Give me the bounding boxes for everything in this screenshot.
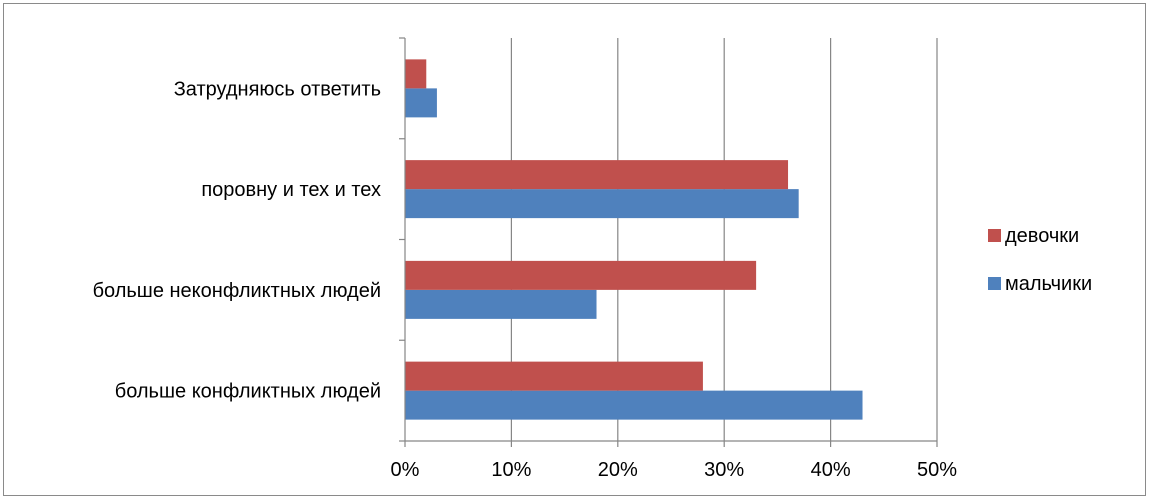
bar-girls: [405, 59, 427, 89]
legend: девочки мальчики: [988, 225, 1092, 295]
x-tick-label: 0%: [391, 459, 420, 481]
x-tick-label: 50%: [917, 459, 957, 481]
bar-boys: [405, 289, 597, 319]
bar-girls: [405, 160, 789, 190]
x-tick-label: 10%: [491, 459, 531, 481]
bar-boys: [405, 189, 799, 219]
category-label: больше конфликтных людей: [115, 381, 381, 403]
legend-swatch: [988, 229, 1001, 242]
legend-label: девочки: [1005, 225, 1079, 247]
bar-boys: [405, 88, 437, 118]
category-label: Затрудняюсь ответить: [174, 78, 381, 100]
chart-frame: 0% 10% 20% 30% 40% 50% больше конфликтных люде…: [3, 3, 1146, 496]
axes: [399, 37, 938, 447]
x-tick-label: 20%: [598, 459, 638, 481]
bar-chart: 0% 10% 20% 30% 40% 50% больше конфликтных люде…: [93, 37, 1092, 481]
bar-girls: [405, 361, 703, 391]
x-tick-label: 40%: [811, 459, 851, 481]
legend-label: мальчики: [1005, 273, 1092, 295]
category-label: поровну и тех и тех: [201, 179, 381, 201]
bars: [405, 59, 863, 420]
labels: 0% 10% 20% 30% 40% 50% больше конфликтных люде…: [93, 78, 958, 481]
legend-swatch: [988, 277, 1001, 290]
category-label: больше неконфликтных людей: [93, 280, 381, 302]
x-tick-label: 30%: [704, 459, 744, 481]
bar-girls: [405, 260, 757, 290]
bar-boys: [405, 390, 863, 420]
